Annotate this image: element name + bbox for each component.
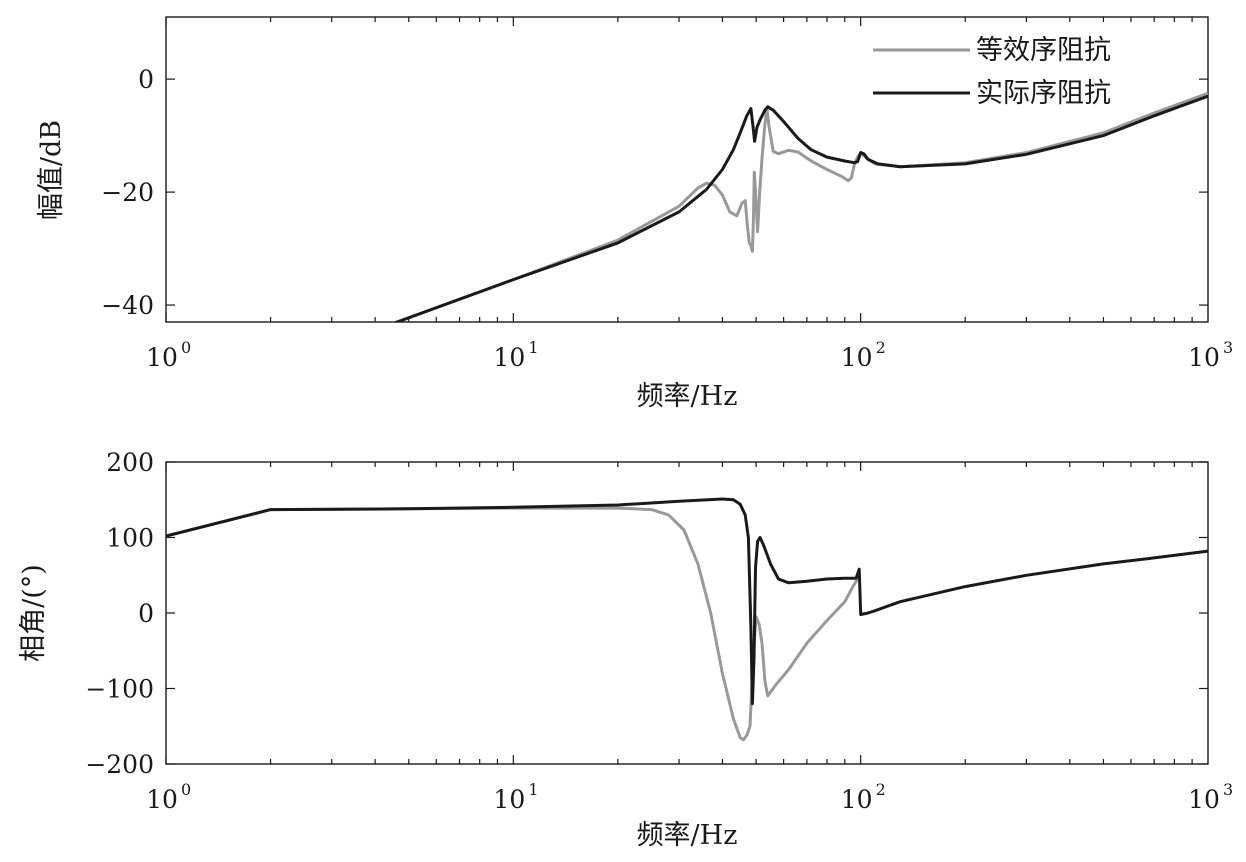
phase-x-tick-label: 10	[1188, 785, 1220, 814]
phase-y-tick-label: 200	[106, 448, 154, 477]
magnitude-y-tick-label: −40	[101, 291, 154, 320]
magnitude-x-tick-exponent: 0	[181, 338, 191, 357]
phase-y-tick-label: −200	[85, 750, 154, 779]
magnitude-y-tick-labels: 0 −20 −40	[101, 65, 154, 320]
phase-x-tick-exponent: 1	[528, 780, 538, 799]
phase-ticks	[165, 461, 1208, 765]
magnitude-y-tick-label: −20	[101, 178, 154, 207]
magnitude-x-tick-exponent: 2	[876, 338, 886, 357]
phase-y-tick-labels: 200 100 0 −100 −200	[85, 448, 154, 779]
magnitude-series-line-actual	[392, 94, 1208, 322]
phase-axes-frame	[165, 461, 1209, 765]
phase-y-tick-label: 100	[106, 524, 154, 553]
phase-x-axis-label: 频率/Hz	[637, 820, 738, 851]
magnitude-ticks	[165, 17, 1208, 322]
magnitude-x-tick-labels: 10 0 10 1 10 2 10 3	[146, 338, 1233, 372]
magnitude-x-tick-label: 10	[146, 343, 178, 372]
magnitude-series	[392, 91, 1208, 322]
phase-y-tick-label: 0	[138, 599, 154, 628]
phase-x-tick-label: 10	[841, 785, 873, 814]
phase-series-line-equivalent	[166, 506, 861, 742]
magnitude-x-tick-label: 10	[841, 343, 873, 372]
magnitude-x-tick-label: 10	[493, 343, 525, 372]
magnitude-plot: 0−20−40 10 0 10 1 10 2 10 3 频率/Hz 幅值/dB 等效序阻抗 实…	[36, 16, 1233, 412]
phase-y-tick-label: −100	[85, 675, 154, 704]
magnitude-x-tick-exponent: 3	[1223, 338, 1233, 357]
magnitude-series-line-equivalent	[392, 91, 1208, 322]
phase-x-tick-labels: 10 0 10 1 10 2 10 3	[146, 780, 1233, 814]
phase-y-axis-label: 相角/(°)	[18, 564, 49, 662]
magnitude-x-tick-exponent: 1	[528, 338, 538, 357]
legend: 等效序阻抗 实际序阻抗	[873, 35, 1111, 109]
phase-x-tick-label: 10	[146, 785, 178, 814]
phase-x-tick-exponent: 0	[181, 780, 191, 799]
magnitude-y-axis-label: 幅值/dB	[36, 120, 67, 220]
phase-series-line-actual	[166, 497, 1208, 706]
phase-x-tick-exponent: 2	[876, 780, 886, 799]
phase-x-tick-label: 10	[493, 785, 525, 814]
legend-label-equivalent: 等效序阻抗	[976, 35, 1111, 66]
magnitude-axes-frame	[165, 16, 1209, 323]
phase-series	[166, 497, 1208, 742]
legend-label-actual: 实际序阻抗	[976, 78, 1111, 109]
phase-x-tick-exponent: 3	[1223, 780, 1233, 799]
magnitude-x-tick-label: 10	[1188, 343, 1220, 372]
magnitude-x-axis-label: 频率/Hz	[637, 381, 738, 412]
magnitude-y-tick-label: 0	[138, 65, 154, 94]
